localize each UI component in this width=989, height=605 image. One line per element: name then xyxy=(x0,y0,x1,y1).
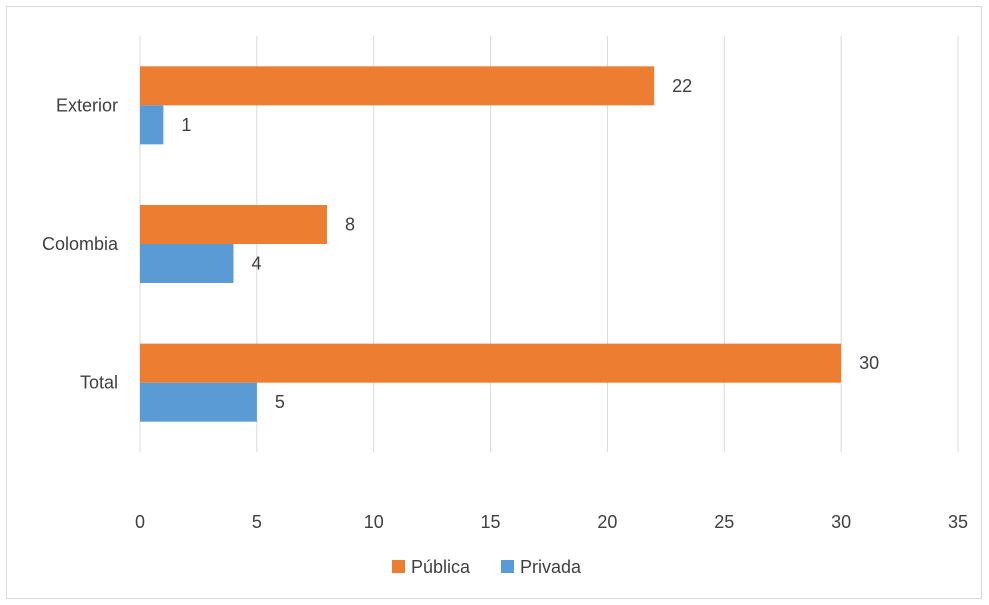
category-label-total: Total xyxy=(80,373,118,393)
legend-swatch-1 xyxy=(501,560,514,573)
x-tick-label-2: 10 xyxy=(364,512,384,532)
x-tick-label-4: 20 xyxy=(597,512,617,532)
data-label-exterior-1: 1 xyxy=(181,115,191,135)
category-label-colombia: Colombia xyxy=(42,234,119,254)
data-label-exterior-0: 22 xyxy=(672,76,692,96)
bar-colombia-0 xyxy=(140,205,327,244)
x-tick-label-5: 25 xyxy=(714,512,734,532)
category-label-exterior: Exterior xyxy=(56,95,118,115)
data-label-total-0: 30 xyxy=(859,353,879,373)
x-tick-label-6: 30 xyxy=(831,512,851,532)
bar-exterior-0 xyxy=(140,66,655,106)
x-tick-label-3: 15 xyxy=(481,512,501,532)
bar-exterior-1 xyxy=(140,105,164,145)
x-tick-label-7: 35 xyxy=(948,512,968,532)
legend-swatch-0 xyxy=(392,560,405,573)
bar-total-1 xyxy=(140,382,257,422)
data-label-colombia-0: 8 xyxy=(345,215,355,235)
x-tick-label-0: 0 xyxy=(135,512,145,532)
data-label-colombia-1: 4 xyxy=(251,254,261,274)
data-label-total-1: 5 xyxy=(275,392,285,412)
bar-colombia-1 xyxy=(140,244,234,283)
bar-total-0 xyxy=(140,343,842,383)
x-tick-label-1: 5 xyxy=(252,512,262,532)
legend-label-0: Pública xyxy=(411,557,471,577)
legend-label-1: Privada xyxy=(520,557,582,577)
